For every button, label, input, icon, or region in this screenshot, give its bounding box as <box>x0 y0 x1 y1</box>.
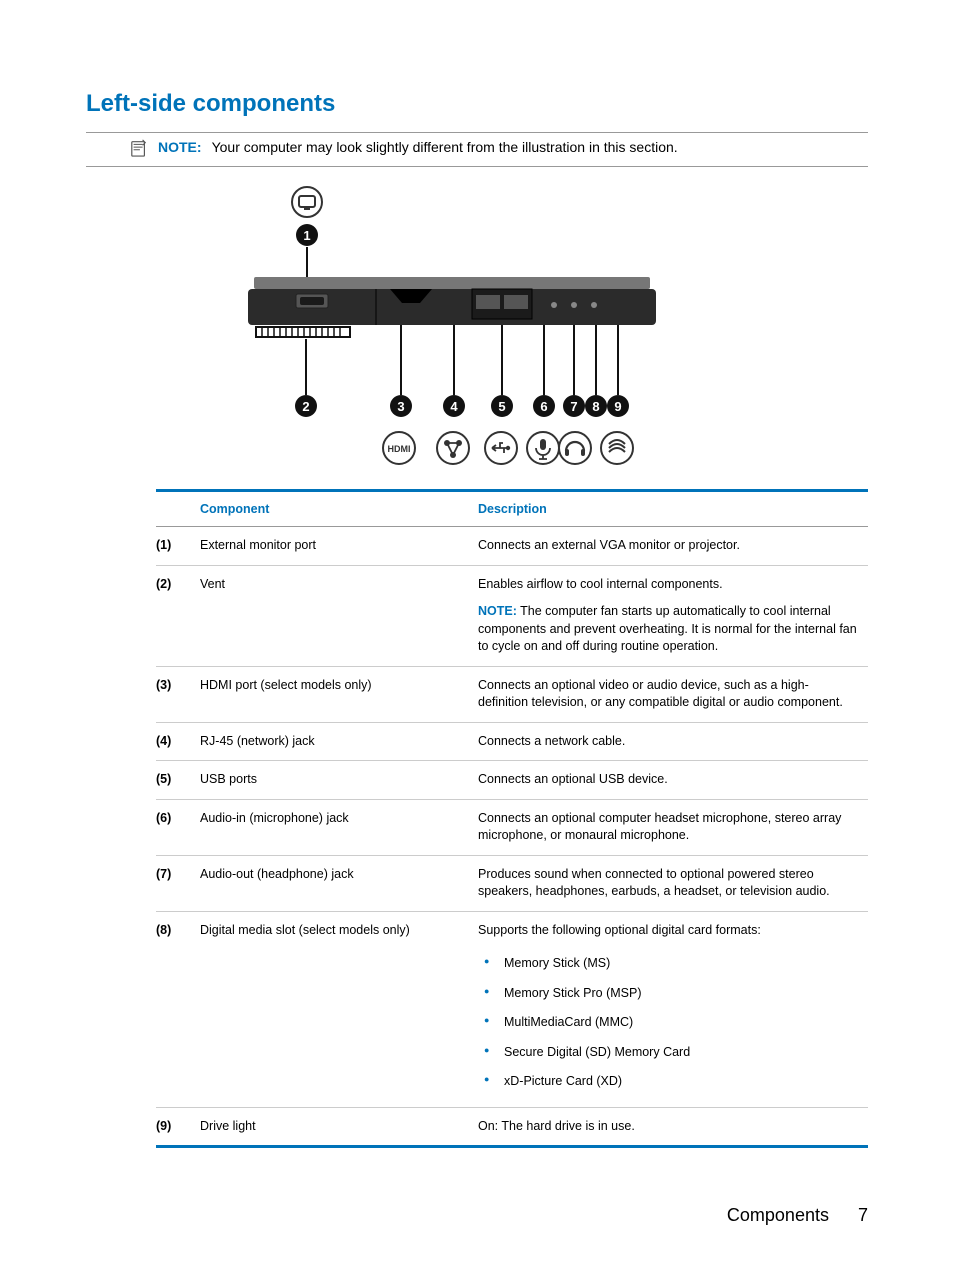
row-comp: Audio-out (headphone) jack <box>200 855 478 911</box>
row-comp: Audio-in (microphone) jack <box>200 799 478 855</box>
th-component: Component <box>200 491 478 527</box>
row-comp: HDMI port (select models only) <box>200 666 478 722</box>
row-comp: External monitor port <box>200 527 478 566</box>
components-table: Component Description (1) External monit… <box>156 489 868 1148</box>
table-row: (8) Digital media slot (select models on… <box>156 911 868 1107</box>
list-item: xD-Picture Card (XD) <box>478 1067 858 1097</box>
row-desc: On: The hard drive is in use. <box>478 1107 868 1147</box>
callout-6: 6 <box>540 399 547 414</box>
note-label: NOTE: <box>158 139 202 155</box>
row-num: (8) <box>156 911 200 1107</box>
row-desc: Connects an optional video or audio devi… <box>478 666 868 722</box>
list-item: Secure Digital (SD) Memory Card <box>478 1038 858 1068</box>
inline-note-text: The computer fan starts up automatically… <box>478 604 857 653</box>
row-num: (9) <box>156 1107 200 1147</box>
hdmi-icon: HDMI <box>388 444 411 454</box>
callout-9: 9 <box>614 399 621 414</box>
row-num: (7) <box>156 855 200 911</box>
row-num: (5) <box>156 761 200 800</box>
footer-label: Components <box>727 1205 829 1225</box>
inline-note-label: NOTE: <box>478 604 517 618</box>
network-icon <box>437 432 469 464</box>
usb-icon <box>485 432 517 464</box>
list-item: Memory Stick (MS) <box>478 949 858 979</box>
row-comp: Vent <box>200 565 478 666</box>
row-desc: Connects a network cable. <box>478 722 868 761</box>
callout-2: 2 <box>302 399 309 414</box>
row-desc: Connects an optional computer headset mi… <box>478 799 868 855</box>
list-item: MultiMediaCard (MMC) <box>478 1008 858 1038</box>
table-row: (4) RJ-45 (network) jack Connects a netw… <box>156 722 868 761</box>
row-num: (1) <box>156 527 200 566</box>
note-icon <box>130 139 152 160</box>
note-bar: NOTE: Your computer may look slightly di… <box>86 132 868 167</box>
row-num: (6) <box>156 799 200 855</box>
callout-8: 8 <box>592 399 599 414</box>
table-row: (7) Audio-out (headphone) jack Produces … <box>156 855 868 911</box>
row-desc: Connects an optional USB device. <box>478 761 868 800</box>
note-text: Your computer may look slightly differen… <box>212 139 678 155</box>
row-comp: Drive light <box>200 1107 478 1147</box>
callout-3: 3 <box>397 399 404 414</box>
row-comp: Digital media slot (select models only) <box>200 911 478 1107</box>
table-row: (9) Drive light On: The hard drive is in… <box>156 1107 868 1147</box>
list-item: Memory Stick Pro (MSP) <box>478 979 858 1009</box>
table-row: (1) External monitor port Connects an ex… <box>156 527 868 566</box>
page-footer: Components 7 <box>727 1205 868 1226</box>
row-desc: Connects an external VGA monitor or proj… <box>478 527 868 566</box>
row-comp: USB ports <box>200 761 478 800</box>
microphone-icon <box>527 432 559 464</box>
section-title: Left-side components <box>86 90 868 118</box>
media-slot-icon <box>601 432 633 464</box>
headphone-icon <box>559 432 591 464</box>
table-row: (5) USB ports Connects an optional USB d… <box>156 761 868 800</box>
callout-1: 1 <box>303 228 310 243</box>
left-side-diagram: 1 <box>156 185 676 465</box>
page-number: 7 <box>858 1205 868 1225</box>
row-num: (3) <box>156 666 200 722</box>
row-comp: RJ-45 (network) jack <box>200 722 478 761</box>
callout-5: 5 <box>498 399 505 414</box>
th-description: Description <box>478 491 868 527</box>
callout-4: 4 <box>450 399 458 414</box>
card-format-list: Memory Stick (MS) Memory Stick Pro (MSP)… <box>478 949 858 1097</box>
callout-7: 7 <box>570 399 577 414</box>
row-desc: Enables airflow to cool internal compone… <box>478 565 868 666</box>
row-desc: Produces sound when connected to optiona… <box>478 855 868 911</box>
row-desc: Supports the following optional digital … <box>478 911 868 1107</box>
table-row: (3) HDMI port (select models only) Conne… <box>156 666 868 722</box>
table-row: (2) Vent Enables airflow to cool interna… <box>156 565 868 666</box>
row-num: (4) <box>156 722 200 761</box>
row-num: (2) <box>156 565 200 666</box>
table-row: (6) Audio-in (microphone) jack Connects … <box>156 799 868 855</box>
